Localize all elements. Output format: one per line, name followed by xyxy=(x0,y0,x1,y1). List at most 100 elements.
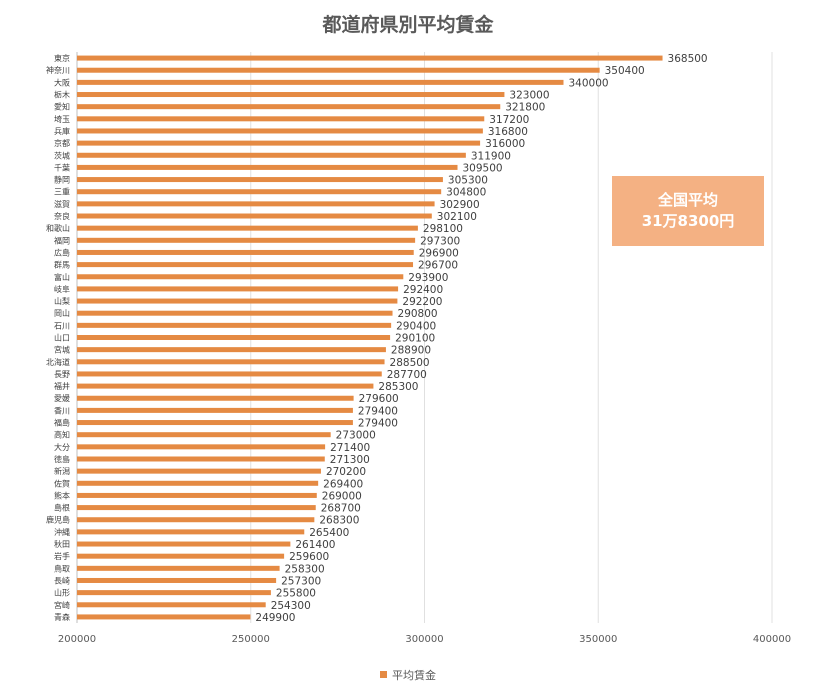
legend: 平均賃金 xyxy=(0,667,816,683)
category-label: 長崎 xyxy=(54,575,70,585)
category-label: 岩手 xyxy=(54,551,70,561)
data-label: 290800 xyxy=(398,308,438,320)
data-label: 311900 xyxy=(471,150,511,162)
bar xyxy=(77,152,466,158)
data-label: 268700 xyxy=(321,503,361,515)
bar xyxy=(77,55,663,61)
data-label: 255800 xyxy=(276,588,316,600)
data-label: 317200 xyxy=(489,114,529,126)
bar xyxy=(77,432,331,438)
data-label: 297300 xyxy=(420,235,460,247)
data-label: 249900 xyxy=(255,612,295,624)
data-label: 265400 xyxy=(309,527,349,539)
bar xyxy=(77,577,277,583)
category-label: 三重 xyxy=(54,187,70,197)
data-label: 304800 xyxy=(446,187,486,199)
category-label: 愛知 xyxy=(54,102,70,112)
category-label: 青森 xyxy=(54,612,70,622)
bar xyxy=(77,444,326,450)
category-label: 鳥取 xyxy=(54,563,70,573)
data-label: 296900 xyxy=(419,247,459,259)
data-label: 279400 xyxy=(358,418,398,430)
category-label: 大分 xyxy=(54,442,70,452)
data-label: 309500 xyxy=(463,162,503,174)
bar xyxy=(77,262,414,268)
category-label: 宮城 xyxy=(54,345,70,355)
bar xyxy=(77,225,418,231)
bar xyxy=(77,359,385,365)
category-label: 埼玉 xyxy=(54,114,70,124)
bar xyxy=(77,371,382,377)
category-label: 東京 xyxy=(54,53,70,63)
category-label: 岐阜 xyxy=(54,284,70,294)
bar xyxy=(77,177,443,183)
category-label: 大阪 xyxy=(54,77,70,87)
data-label: 271300 xyxy=(330,454,370,466)
bar xyxy=(77,79,564,85)
chart-title: 都道府県別平均賃金 xyxy=(322,14,494,36)
category-label: 宮崎 xyxy=(54,600,70,610)
bar xyxy=(77,298,398,304)
data-label: 257300 xyxy=(281,575,321,587)
bar xyxy=(77,602,266,608)
data-label: 290100 xyxy=(395,333,435,345)
data-label: 269400 xyxy=(323,478,363,490)
category-label: 北海道 xyxy=(46,357,70,367)
bar xyxy=(77,347,386,353)
data-label: 323000 xyxy=(509,90,549,102)
category-label: 滋賀 xyxy=(54,199,70,209)
category-label: 佐賀 xyxy=(54,478,70,488)
category-label: 福岡 xyxy=(54,236,70,245)
data-label: 290400 xyxy=(396,320,436,332)
data-label: 296700 xyxy=(418,260,458,272)
category-label: 香川 xyxy=(54,405,70,415)
category-label: 茨城 xyxy=(54,150,70,160)
bar xyxy=(77,420,353,426)
category-label: 鹿児島 xyxy=(46,515,70,525)
category-label: 熊本 xyxy=(54,490,70,500)
data-label: 340000 xyxy=(569,77,609,89)
bar xyxy=(77,565,280,571)
category-label: 沖縄 xyxy=(54,527,70,537)
callout-line-2: 31万8300円 xyxy=(641,212,735,230)
category-label: 京都 xyxy=(54,138,70,148)
bar xyxy=(77,140,481,146)
x-tick-label: 300000 xyxy=(405,634,443,645)
data-label: 305300 xyxy=(448,175,488,187)
data-label: 287700 xyxy=(387,369,427,381)
data-label: 292400 xyxy=(403,284,443,296)
category-label: 兵庫 xyxy=(54,126,70,136)
data-label: 261400 xyxy=(295,539,335,551)
data-label: 259600 xyxy=(289,551,329,563)
bar xyxy=(77,128,483,134)
bar xyxy=(77,201,435,207)
category-label: 山形 xyxy=(54,588,70,598)
category-label: 神奈川 xyxy=(46,65,70,75)
data-label: 302100 xyxy=(437,211,477,223)
data-label: 273000 xyxy=(336,430,376,442)
category-label: 愛媛 xyxy=(54,393,70,403)
legend-label: 平均賃金 xyxy=(392,669,436,682)
category-label: 長野 xyxy=(54,370,70,379)
bar xyxy=(77,335,391,340)
data-label: 279600 xyxy=(359,393,399,405)
category-label: 広島 xyxy=(54,247,70,257)
x-tick-label: 400000 xyxy=(753,634,791,645)
bar xyxy=(77,164,458,170)
bar xyxy=(77,480,319,486)
category-label: 石川 xyxy=(54,321,70,330)
bar xyxy=(77,116,485,122)
data-label: 268300 xyxy=(319,515,359,527)
category-label: 島根 xyxy=(54,503,70,513)
data-label: 368500 xyxy=(668,53,708,65)
bar xyxy=(77,395,354,401)
x-tick-label: 250000 xyxy=(232,634,270,645)
category-label: 静岡 xyxy=(54,175,70,185)
bar xyxy=(77,383,374,389)
category-label: 福井 xyxy=(54,381,70,391)
bar xyxy=(77,492,317,498)
category-label: 岡山 xyxy=(54,308,70,318)
data-label: 279400 xyxy=(358,405,398,417)
x-tick-label: 200000 xyxy=(58,634,96,645)
category-label: 和歌山 xyxy=(46,223,70,233)
